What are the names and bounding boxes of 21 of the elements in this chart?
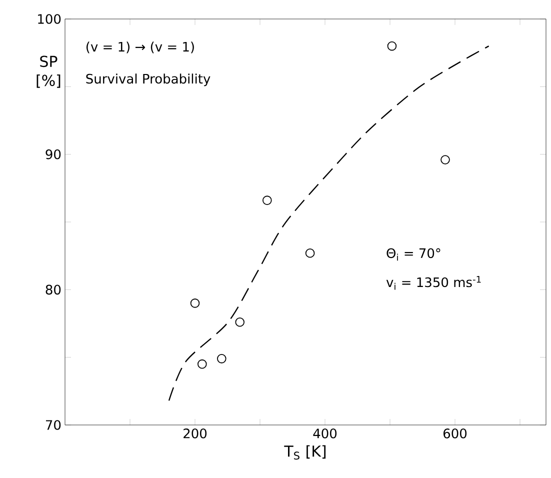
point — [235, 317, 245, 327]
y-tick-label: 70 — [46, 420, 61, 430]
y-tick-label: 80 — [46, 284, 61, 295]
point — [217, 354, 226, 364]
x-tick-label: 200 — [184, 428, 207, 438]
annotation: Survival Probability — [86, 74, 210, 86]
x-axis-title: T$_{S}$ [K] — [284, 445, 326, 460]
annotation: (v = 1) → (v = 1) — [86, 42, 194, 54]
point — [198, 359, 207, 369]
point — [190, 298, 200, 308]
point — [262, 196, 272, 205]
annotation: Θ$_{i}$ = 70° — [386, 248, 440, 261]
x-tick-label: 600 — [444, 428, 467, 438]
x-tick-label: 400 — [313, 428, 337, 438]
point — [440, 155, 450, 164]
annotation: v$_{i}$ = 1350 ms$^{-1}$ — [386, 276, 481, 290]
point — [387, 41, 397, 51]
y-axis-title: SP [%] — [36, 56, 60, 88]
point — [305, 248, 315, 258]
y-tick-label: 100 — [38, 14, 61, 24]
y-tick-label: 90 — [46, 149, 61, 160]
